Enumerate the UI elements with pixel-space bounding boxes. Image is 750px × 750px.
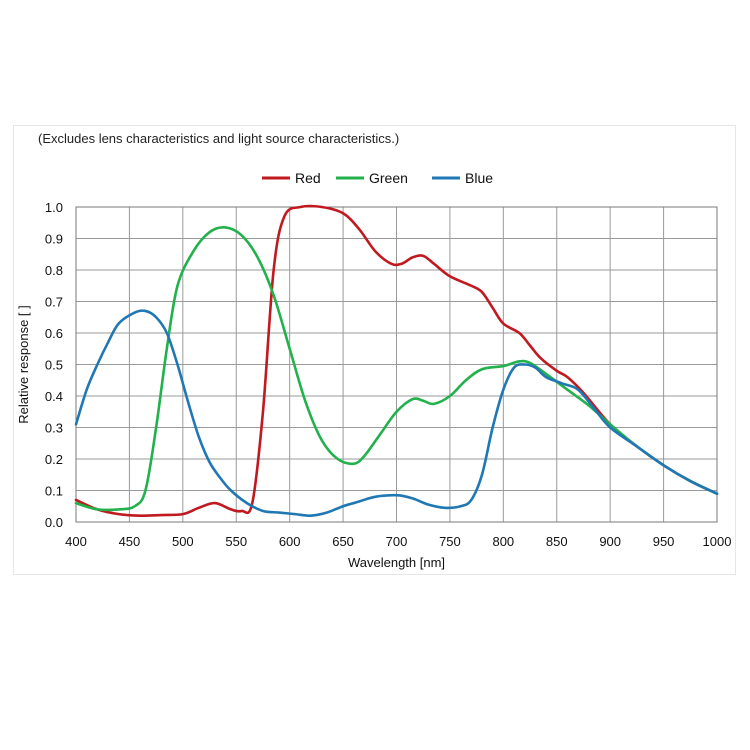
x-tick-label: 950 bbox=[653, 534, 675, 549]
x-tick-label: 850 bbox=[546, 534, 568, 549]
y-tick-label: 1.0 bbox=[45, 200, 63, 215]
y-tick-label: 0.4 bbox=[45, 389, 63, 404]
x-tick-label: 800 bbox=[492, 534, 514, 549]
plot-border bbox=[75, 206, 718, 523]
legend-label-green: Green bbox=[369, 170, 408, 186]
y-tick-label: 0.0 bbox=[45, 515, 63, 530]
y-axis-title: Relative response [ ] bbox=[16, 305, 31, 424]
legend-label-red: Red bbox=[295, 170, 321, 186]
series-line-blue bbox=[74, 309, 719, 518]
y-tick-label: 0.9 bbox=[45, 232, 63, 247]
x-tick-label: 1000 bbox=[703, 534, 732, 549]
y-tick-label: 0.3 bbox=[45, 421, 63, 436]
grid bbox=[75, 206, 718, 523]
x-tick-label: 500 bbox=[172, 534, 194, 549]
series-line-red bbox=[74, 204, 719, 518]
x-axis-title: Wavelength [nm] bbox=[348, 555, 445, 570]
x-tick-label: 600 bbox=[279, 534, 301, 549]
series-layer bbox=[74, 204, 719, 518]
y-tick-label: 0.6 bbox=[45, 326, 63, 341]
y-tick-label: 0.1 bbox=[45, 484, 63, 499]
x-tick-label: 400 bbox=[65, 534, 87, 549]
x-axis-ticks: 400 450 500 550 600 650 700 750 800 850 900 950 1000 bbox=[65, 534, 731, 549]
legend-label-blue: Blue bbox=[465, 170, 493, 186]
y-tick-label: 0.2 bbox=[45, 452, 63, 467]
chart-subtitle: (Excludes lens characteristics and light… bbox=[38, 131, 400, 146]
x-tick-label: 900 bbox=[599, 534, 621, 549]
y-axis-ticks: 0.0 0.1 0.2 0.3 0.4 0.5 0.6 0.7 0.8 0.9 1.0 bbox=[45, 200, 63, 530]
x-tick-label: 650 bbox=[332, 534, 354, 549]
legend: Red Green Blue bbox=[262, 170, 493, 186]
chart-frame bbox=[13, 125, 736, 575]
y-tick-label: 0.8 bbox=[45, 263, 63, 278]
x-tick-label: 750 bbox=[439, 534, 461, 549]
y-tick-label: 0.7 bbox=[45, 295, 63, 310]
x-tick-label: 450 bbox=[119, 534, 141, 549]
x-tick-label: 550 bbox=[225, 534, 247, 549]
x-tick-label: 700 bbox=[386, 534, 408, 549]
y-tick-label: 0.5 bbox=[45, 358, 63, 373]
